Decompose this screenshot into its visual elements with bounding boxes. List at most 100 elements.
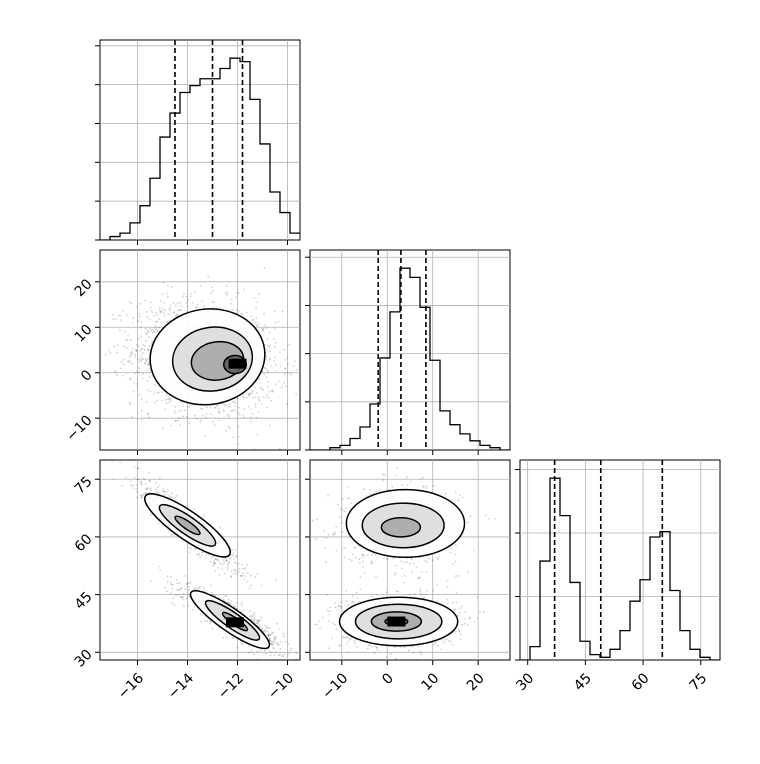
scatter-point bbox=[230, 303, 232, 305]
scatter-point bbox=[212, 627, 214, 629]
scatter-point bbox=[202, 415, 204, 417]
scatter-point bbox=[164, 494, 166, 496]
scatter-point bbox=[171, 286, 173, 288]
scatter-point bbox=[265, 630, 267, 632]
scatter-point bbox=[119, 315, 121, 317]
scatter-point bbox=[135, 488, 137, 490]
scatter-point bbox=[164, 409, 166, 411]
scatter-point bbox=[138, 346, 140, 348]
scatter-point bbox=[176, 589, 178, 591]
scatter-point bbox=[241, 602, 243, 604]
scatter-point bbox=[275, 322, 277, 324]
scatter-point bbox=[132, 485, 134, 487]
scatter-point bbox=[155, 321, 157, 323]
scatter-point bbox=[276, 623, 278, 625]
scatter-point bbox=[229, 406, 231, 408]
scatter-point bbox=[215, 558, 217, 560]
scatter-point bbox=[267, 406, 269, 408]
scatter-point bbox=[149, 391, 151, 393]
scatter-point bbox=[174, 497, 176, 499]
scatter-point bbox=[210, 413, 212, 415]
scatter-point bbox=[204, 435, 206, 437]
scatter-point bbox=[419, 577, 421, 579]
scatter-point bbox=[204, 620, 206, 622]
histogram-step-line bbox=[100, 58, 300, 240]
scatter-point bbox=[268, 346, 270, 348]
scatter-point bbox=[234, 410, 236, 412]
scatter-point bbox=[266, 626, 268, 628]
scatter-point bbox=[283, 636, 285, 638]
scatter-point bbox=[120, 367, 122, 369]
scatter-point bbox=[328, 647, 330, 649]
scatter-point bbox=[196, 554, 198, 556]
scatter-point bbox=[163, 312, 165, 314]
scatter-point bbox=[455, 492, 457, 494]
scatter-point bbox=[214, 424, 216, 426]
scatter-point bbox=[235, 549, 237, 551]
scatter-point bbox=[148, 472, 150, 474]
scatter-point bbox=[248, 645, 250, 647]
scatter-point bbox=[454, 553, 456, 555]
scatter-point bbox=[223, 411, 225, 413]
scatter-point bbox=[146, 311, 148, 313]
scatter-point bbox=[253, 614, 255, 616]
scatter-point bbox=[251, 650, 253, 652]
scatter-point bbox=[236, 309, 238, 311]
scatter-point bbox=[214, 562, 216, 564]
scatter-point bbox=[190, 582, 192, 584]
scatter-point bbox=[163, 302, 165, 304]
scatter-point bbox=[187, 305, 189, 307]
scatter-point bbox=[137, 358, 139, 360]
histogram-panel-1 bbox=[95, 40, 300, 245]
scatter-point bbox=[154, 327, 156, 329]
scatter-point bbox=[219, 526, 221, 528]
scatter-point bbox=[258, 323, 260, 325]
scatter-point bbox=[447, 603, 449, 605]
scatter-point bbox=[172, 597, 174, 599]
scatter-point bbox=[137, 383, 139, 385]
scatter-point bbox=[137, 385, 139, 387]
scatter-point bbox=[121, 485, 123, 487]
scatter-point bbox=[231, 600, 233, 602]
scatter-point bbox=[123, 346, 125, 348]
scatter-point bbox=[129, 403, 131, 405]
scatter-point bbox=[485, 514, 487, 516]
scatter-point bbox=[225, 404, 227, 406]
scatter-point bbox=[385, 591, 387, 593]
scatter-point bbox=[207, 276, 209, 278]
scatter-point bbox=[474, 550, 476, 552]
scatter-point bbox=[180, 302, 182, 304]
scatter-point bbox=[232, 553, 234, 555]
scatter-point bbox=[244, 567, 246, 569]
scatter-point bbox=[294, 360, 296, 362]
scatter-point bbox=[215, 570, 217, 572]
scatter-point bbox=[160, 300, 162, 302]
scatter-point bbox=[170, 400, 172, 402]
scatter-point bbox=[209, 620, 211, 622]
scatter-point bbox=[170, 425, 172, 427]
scatter-point bbox=[59, 327, 61, 329]
scatter-point bbox=[344, 557, 346, 559]
scatter-point bbox=[176, 582, 178, 584]
scatter-point bbox=[197, 588, 199, 590]
scatter-point bbox=[152, 331, 154, 333]
scatter-point bbox=[231, 570, 233, 572]
scatter-point bbox=[232, 309, 234, 311]
scatter-point bbox=[251, 393, 253, 395]
scatter-point bbox=[225, 430, 227, 432]
scatter-point bbox=[175, 412, 177, 414]
scatter-point bbox=[295, 658, 297, 660]
scatter-point bbox=[200, 621, 202, 623]
scatter-point bbox=[452, 563, 454, 565]
scatter-point bbox=[394, 574, 396, 576]
scatter-point bbox=[149, 368, 151, 370]
scatter-point bbox=[424, 560, 426, 562]
scatter-point bbox=[279, 366, 281, 368]
scatter-point bbox=[139, 359, 141, 361]
scatter-point bbox=[367, 554, 369, 556]
scatter-point bbox=[265, 627, 267, 629]
scatter-point bbox=[278, 321, 280, 323]
scatter-point bbox=[288, 644, 290, 646]
scatter-point bbox=[227, 568, 229, 570]
scatter-point bbox=[269, 650, 271, 652]
